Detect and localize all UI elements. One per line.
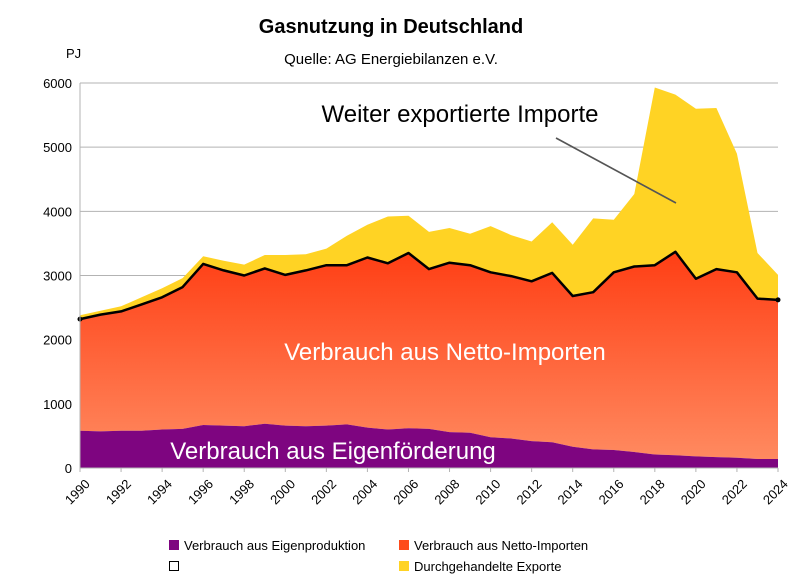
x-tick-2008: 2008 bbox=[431, 476, 462, 507]
chart-title: Gasnutzung in Deutschland bbox=[259, 16, 523, 38]
y-tick-1000: 1000 bbox=[43, 397, 72, 412]
y-tick-3000: 3000 bbox=[43, 269, 72, 284]
area-netto-importe bbox=[80, 251, 778, 459]
y-tick-2000: 2000 bbox=[43, 333, 72, 348]
x-tick-2018: 2018 bbox=[637, 476, 668, 507]
legend-swatch-eigenproduktion bbox=[169, 540, 179, 550]
x-tick-1996: 1996 bbox=[185, 476, 216, 507]
area-eigenproduktion bbox=[80, 423, 778, 468]
annotation-eigenfoerderung: Verbrauch aus Eigenförderung bbox=[170, 438, 496, 465]
axes bbox=[79, 83, 778, 469]
line-end-marker bbox=[775, 297, 781, 303]
y-tick-6000: 6000 bbox=[43, 76, 72, 91]
x-tick-2002: 2002 bbox=[308, 476, 339, 507]
legend-label-eigenproduktion: Verbrauch aus Eigenproduktion bbox=[184, 538, 365, 553]
x-tick-2024: 2024 bbox=[760, 476, 791, 507]
x-tick-2020: 2020 bbox=[678, 476, 709, 507]
x-tick-1990: 1990 bbox=[62, 476, 93, 507]
x-tick-labels: 1990 1992 1994 1996 1998 2000 2002 2004 2006 2008… bbox=[62, 468, 791, 507]
y-tick-0: 0 bbox=[65, 461, 72, 476]
line-gesamtverbrauch bbox=[79, 250, 779, 321]
annotation-netto-importe: Verbrauch aus Netto-Importen bbox=[284, 339, 606, 366]
x-tick-2004: 2004 bbox=[349, 476, 380, 507]
x-tick-2010: 2010 bbox=[472, 476, 503, 507]
x-tick-2022: 2022 bbox=[719, 476, 750, 507]
x-tick-2000: 2000 bbox=[267, 476, 298, 507]
x-tick-2012: 2012 bbox=[513, 476, 544, 507]
legend-label-netto-importe: Verbrauch aus Netto-Importen bbox=[414, 538, 588, 553]
x-tick-2014: 2014 bbox=[555, 476, 586, 507]
y-axis-unit-label: PJ bbox=[66, 46, 81, 61]
annotation-leader-line bbox=[555, 137, 677, 204]
y-tick-4000: 4000 bbox=[43, 204, 72, 219]
legend-swatch-exporte bbox=[399, 561, 409, 571]
x-tick-2016: 2016 bbox=[596, 476, 627, 507]
y-tick-labels: 0 1000 2000 3000 4000 5000 6000 bbox=[43, 76, 72, 476]
legend-label-exporte: Durchgehandelte Exporte bbox=[414, 559, 561, 574]
area-durchgehandelte-exporte bbox=[80, 87, 778, 320]
legend-swatch-netto-importe bbox=[399, 540, 409, 550]
annotation-weiter-exportierte-importe: Weiter exportierte Importe bbox=[322, 101, 599, 128]
legend: Verbrauch aus Eigenproduktion Verbrauch … bbox=[169, 538, 588, 574]
legend-swatch-total-line bbox=[169, 561, 179, 571]
x-tick-1992: 1992 bbox=[103, 476, 134, 507]
chart-subtitle: Quelle: AG Energiebilanzen e.V. bbox=[284, 51, 498, 68]
x-tick-1998: 1998 bbox=[226, 476, 257, 507]
x-tick-1994: 1994 bbox=[144, 476, 175, 507]
y-tick-5000: 5000 bbox=[43, 140, 72, 155]
plot-areas bbox=[77, 87, 781, 468]
x-tick-2006: 2006 bbox=[390, 476, 421, 507]
